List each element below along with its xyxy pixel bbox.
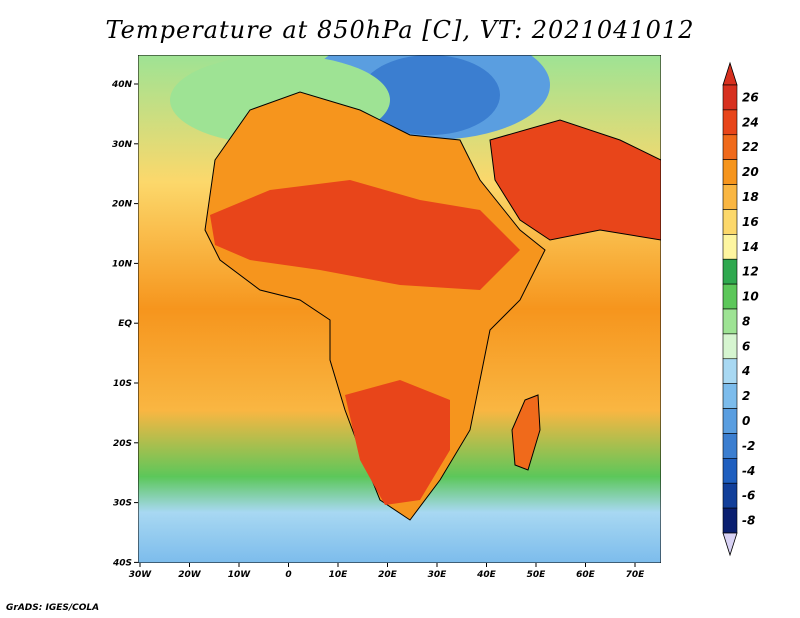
latitude-labels: 40N 30N 20N 10N EQ 10S 20S 30S 40S <box>111 80 138 568</box>
colorbar-label: -2 <box>742 439 755 453</box>
colorbar-label: 26 <box>742 90 759 104</box>
colorbar-segment <box>722 308 738 335</box>
colorbar-segment <box>722 134 738 160</box>
lon-label: 10E <box>329 570 349 580</box>
colorbar-label: -6 <box>742 489 755 503</box>
colorbar-bottom-arrow <box>722 532 738 557</box>
colorbar-label: 6 <box>742 339 750 353</box>
lat-label: 20N <box>112 200 133 210</box>
colorbar-label: 24 <box>742 115 759 129</box>
colorbar-label: -8 <box>742 514 755 528</box>
arabia-landmass <box>489 119 661 241</box>
colorbar-segment <box>722 283 738 310</box>
colorbar-segment <box>722 482 738 509</box>
lon-label: 30E <box>428 570 448 580</box>
lon-label: 20W <box>178 570 202 580</box>
colorbar-label: 16 <box>742 215 759 229</box>
colorbar-label: 22 <box>742 140 759 154</box>
colorbar-segment <box>722 258 738 285</box>
longitude-labels: 30W 20W 10W 0 10E 20E 30E 40E 50E 60E 70E <box>129 563 645 580</box>
lat-label: 30S <box>113 499 132 509</box>
colorbar-segment <box>722 358 738 384</box>
lat-label: 40N <box>111 80 133 90</box>
colorbar-segment <box>722 209 738 235</box>
colorbar-label: 4 <box>741 364 750 378</box>
colorbar-label: 20 <box>742 165 759 179</box>
colorbar-label: 2 <box>742 389 750 403</box>
lon-label: 10W <box>228 570 252 580</box>
southern-africa-hot <box>345 380 450 505</box>
lat-label: 10N <box>112 259 133 269</box>
lon-label: 30W <box>129 570 153 580</box>
sahel-hot-band <box>210 180 520 290</box>
colorbar-segment <box>722 458 738 484</box>
colorbar-label: 12 <box>742 265 759 279</box>
colorbar-label: 8 <box>742 314 750 328</box>
colorbar-label: 10 <box>742 290 759 304</box>
lon-label: 40E <box>476 570 497 580</box>
colorbar-segment <box>722 234 738 260</box>
lat-label: 40S <box>112 558 132 568</box>
lon-label: 20E <box>378 570 398 580</box>
lat-label: EQ <box>118 319 132 329</box>
map-title: Temperature at 850hPa [C], VT: 202104101… <box>105 16 695 44</box>
credit-label: GrADS: IGES/COLA <box>6 603 100 613</box>
colorbar-segment <box>722 507 738 534</box>
lat-label: 20S <box>113 439 132 449</box>
colorbar-top-arrow <box>722 61 738 86</box>
colorbar-segment <box>722 109 738 136</box>
colorbar-segment <box>722 184 738 210</box>
colorbar-segment <box>722 84 738 111</box>
colorbar-segment <box>722 333 738 360</box>
colorbar-label: -4 <box>742 464 755 478</box>
madagascar <box>511 394 541 471</box>
colorbar-label: 0 <box>742 414 750 428</box>
colorbar-segment <box>722 433 738 459</box>
colorbar-label: 18 <box>742 190 759 204</box>
lon-label: 50E <box>527 570 547 580</box>
lat-label: 30N <box>112 140 133 150</box>
colorbar-label: 14 <box>742 240 759 254</box>
colorbar-segment <box>722 408 738 434</box>
lon-label: 0 <box>285 570 291 580</box>
colorbar-segment <box>722 159 738 185</box>
lon-label: 70E <box>626 570 646 580</box>
map-plot <box>138 55 661 563</box>
lon-label: 60E <box>576 570 596 580</box>
colorbar-segment <box>722 383 738 409</box>
lat-label: 10S <box>113 379 132 389</box>
